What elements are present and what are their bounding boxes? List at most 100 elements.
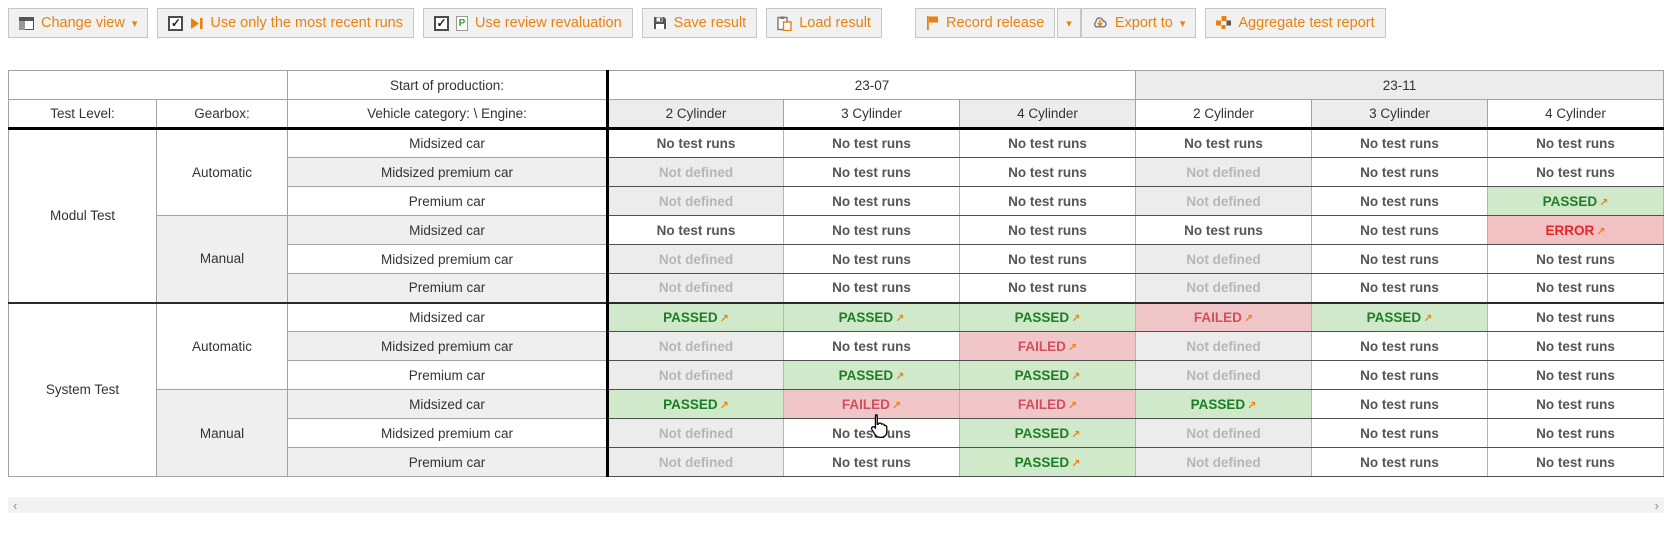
status-label: No test runs [1184,136,1263,151]
status-cell-passed[interactable]: PASSED ↗ [783,301,960,332]
status-label: Not defined [1186,425,1261,441]
export-to-button[interactable]: Export to ▾ [1080,8,1197,38]
status-cell-no-runs: No test runs [783,331,960,361]
open-result-link-icon[interactable]: ↗ [1067,399,1078,412]
status-label: No test runs [832,136,911,151]
horizontal-scrollbar[interactable]: ‹ › [8,497,1664,513]
status-label: No test runs [656,222,736,238]
status-cell-failed[interactable]: FAILED ↗ [959,331,1136,361]
status-cell-no-runs: No test runs [1486,244,1665,274]
status-cell-passed[interactable]: PASSED ↗ [959,447,1136,477]
status-label: No test runs [1360,280,1439,296]
vehicle-engine-label: Vehicle category: \ Engine: [287,99,608,130]
status-cell-no-runs: No test runs [783,244,960,274]
status-cell-no-runs: No test runs [606,128,784,158]
status-label: No test runs [1536,309,1615,325]
table-row: Midsized premium car Not defined No test r… [9,157,1665,187]
status-label: PASSED [1366,309,1422,325]
open-result-link-icon[interactable]: ↗ [1596,225,1606,238]
status-cell-no-runs: No test runs [1486,447,1665,477]
status-cell-passed[interactable]: PASSED ↗ [959,360,1136,390]
save-result-button[interactable]: Save result [641,8,758,38]
status-cell-passed[interactable]: PASSED ↗ [1135,389,1312,419]
test-matrix-table: Start of production: 23-07 23-11 Test Le… [8,70,1665,477]
open-result-link-icon[interactable]: ↗ [719,312,729,325]
status-cell-passed[interactable]: PASSED ↗ [606,301,784,332]
gearbox-cell: Manual [156,215,288,303]
open-result-link-icon[interactable]: ↗ [1423,312,1433,325]
status-cell-no-runs: No test runs [1486,331,1665,361]
table-row: System Test Automatic Midsized car PASSED ↗ P… [8,301,1665,477]
status-cell-failed[interactable]: FAILED ↗ [959,389,1136,419]
open-result-link-icon[interactable]: ↗ [1071,312,1081,325]
status-cell-failed[interactable]: FAILED ↗ [783,389,960,419]
open-result-link-icon[interactable]: ↗ [1071,370,1081,383]
status-label: FAILED [1017,396,1066,412]
status-cell-passed[interactable]: PASSED ↗ [959,301,1136,332]
open-result-link-icon[interactable]: ↗ [1071,428,1081,441]
cylinder-header: 3 Cylinder [1311,99,1488,130]
checkbox-checked-icon[interactable]: ✓ [433,15,449,31]
record-release-dropdown[interactable]: ▾ [1057,8,1081,38]
status-label: No test runs [1360,136,1439,151]
vehicle-category-cell: Premium car [287,273,608,303]
chevron-down-icon: ▾ [1179,17,1186,30]
test-level-cell: System Test [8,301,157,477]
gearbox-cell: Manual [156,389,288,477]
recent-runs-toggle[interactable]: ✓ Use only the most recent runs [157,8,414,38]
record-release-button[interactable]: Record release [914,8,1056,38]
vehicle-category-cell: Premium car [287,360,608,390]
status-cell-no-runs: No test runs [1135,215,1312,245]
gearbox-label: Gearbox: [156,99,288,130]
status-label: No test runs [1008,164,1087,180]
open-result-link-icon[interactable]: ↗ [895,370,905,383]
scroll-right-arrow-icon[interactable]: › [1654,497,1659,513]
open-result-link-icon[interactable]: ↗ [719,399,729,412]
status-cell-no-runs: No test runs [1486,157,1665,187]
open-result-link-icon[interactable]: ↗ [1247,399,1257,412]
status-cell-passed[interactable]: PASSED ↗ [606,389,784,419]
status-cell-passed[interactable]: PASSED ↗ [1311,301,1488,332]
status-label: No test runs [1360,164,1439,180]
status-cell-no-runs: No test runs [1486,273,1665,303]
open-result-link-icon[interactable]: ↗ [891,399,902,412]
status-cell-no-runs: No test runs [1311,215,1488,245]
status-label: Not defined [658,425,734,441]
vehicle-category-cell: Midsized car [287,215,608,245]
change-view-button[interactable]: Change view ▾ [8,8,149,38]
table-row: Premium car Not defined No test runs PASSED… [9,447,1665,477]
status-label: No test runs [1008,136,1087,151]
vehicle-category-cell: Midsized premium car [287,331,608,361]
status-label: No test runs [1360,193,1439,209]
open-result-link-icon[interactable]: ↗ [895,312,905,325]
checkbox-checked-icon[interactable]: ✓ [168,15,184,31]
status-cell-passed[interactable]: PASSED ↗ [783,360,960,390]
open-result-link-icon[interactable]: ↗ [1067,341,1078,354]
status-label: No test runs [1360,367,1439,383]
status-cell-passed[interactable]: PASSED ↗ [959,418,1136,448]
open-result-link-icon[interactable]: ↗ [1243,312,1254,325]
chevron-down-icon: ▾ [131,17,138,30]
status-cell-failed[interactable]: FAILED ↗ [1135,301,1312,332]
status-cell-no-runs: No test runs [1311,418,1488,448]
status-label: No test runs [1008,222,1087,238]
status-cell-error[interactable]: ERROR ↗ [1486,215,1665,245]
status-label: No test runs [1008,193,1087,209]
status-cell-passed[interactable]: PASSED ↗ [1486,186,1665,216]
status-cell-no-runs: No test runs [783,128,960,158]
aggregate-report-button[interactable]: Aggregate test report [1205,8,1386,38]
status-cell-not-defined: Not defined [1135,244,1312,274]
open-result-link-icon[interactable]: ↗ [1071,457,1081,470]
status-cell-no-runs: No test runs [783,447,960,477]
scroll-left-arrow-icon[interactable]: ‹ [13,497,18,513]
status-cell-no-runs: No test runs [606,215,784,245]
status-label: Not defined [658,251,734,267]
vehicle-category-cell: Midsized car [287,389,608,419]
open-result-link-icon[interactable]: ↗ [1599,196,1609,209]
status-label: No test runs [1360,338,1439,354]
table-row: Premium car Not defined No test runs No tes… [9,273,1665,303]
review-revaluation-toggle[interactable]: ✓ P Use review revaluation [422,8,633,38]
aggregate-squares-icon [1216,16,1232,30]
load-result-button[interactable]: Load result [766,8,882,38]
status-label: No test runs [1360,251,1439,267]
